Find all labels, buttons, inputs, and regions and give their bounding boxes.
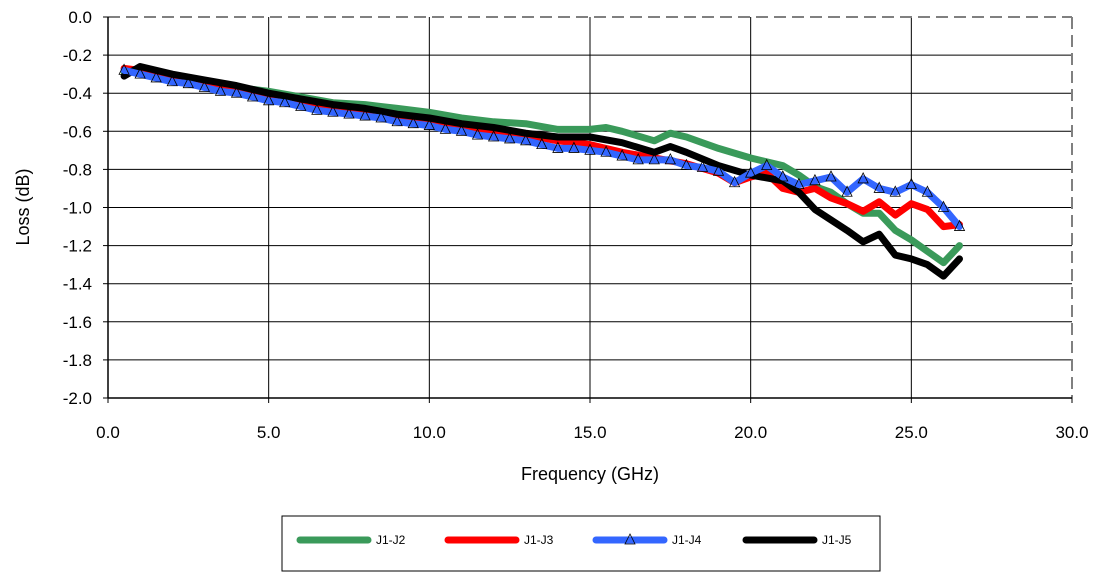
data-point-j1-j4 — [263, 93, 275, 106]
data-point-j1-j4 — [391, 114, 403, 127]
data-point-j1-j4 — [841, 185, 853, 197]
data-point-j1-j4 — [632, 152, 644, 165]
data-point-j1-j4 — [536, 137, 548, 150]
legend-label-j1-j4: J1-J4 — [672, 533, 702, 547]
y-tick-label: -1.6 — [63, 313, 92, 332]
x-axis-label: Frequency (GHz) — [521, 464, 659, 484]
data-point-j1-j4 — [487, 130, 500, 142]
y-axis-label: Loss (dB) — [13, 168, 33, 245]
y-tick-label: -0.6 — [63, 122, 92, 141]
data-point-j1-j4 — [375, 111, 387, 123]
plot-border — [103, 16, 1073, 403]
series-layer — [118, 63, 966, 280]
y-tick-label: -1.2 — [63, 237, 92, 256]
data-point-j1-j4 — [295, 99, 307, 111]
data-point-j1-j4 — [728, 175, 741, 188]
x-tick-label: 30.0 — [1055, 423, 1088, 442]
data-point-j1-j4 — [648, 152, 660, 165]
y-tick-label: 0.0 — [68, 8, 92, 27]
data-point-j1-j4 — [921, 185, 934, 197]
data-point-j1-j4 — [937, 200, 950, 212]
legend-label-j1-j2: J1-J2 — [376, 533, 406, 547]
legend-label-j1-j5: J1-J5 — [822, 533, 852, 547]
y-tick-label: -0.8 — [63, 160, 92, 179]
data-point-j1-j4 — [311, 103, 323, 115]
data-point-j1-j4 — [600, 145, 612, 157]
data-point-j1-j4 — [809, 173, 821, 186]
data-point-j1-j4 — [246, 90, 259, 102]
y-tick-label: -2.0 — [63, 389, 92, 408]
data-point-j1-j4 — [520, 133, 532, 146]
legend-label-j1-j3: J1-J3 — [524, 533, 554, 547]
x-tick-label: 25.0 — [895, 423, 928, 442]
data-point-j1-j4 — [439, 122, 452, 134]
data-point-j1-j4 — [793, 177, 805, 190]
x-tick-label: 10.0 — [413, 423, 446, 442]
x-tick-label: 5.0 — [257, 423, 281, 442]
data-point-j1-j4 — [568, 141, 580, 153]
data-point-j1-j4 — [857, 172, 869, 184]
data-point-j1-j4 — [825, 170, 837, 182]
data-point-j1-j4 — [166, 74, 178, 87]
data-point-j1-j4 — [471, 128, 484, 140]
data-point-j1-j4 — [182, 76, 194, 89]
x-tick-label: 15.0 — [573, 423, 606, 442]
x-tick-label: 20.0 — [734, 423, 767, 442]
data-point-j1-j4 — [327, 105, 339, 117]
data-point-j1-j4 — [616, 149, 628, 161]
series-line-j1-j5 — [120, 63, 963, 280]
y-tick-label: -1.0 — [63, 199, 92, 218]
data-point-j1-j4 — [198, 80, 211, 92]
x-tick-labels: 0.0 5.0 10.0 15.0 20.0 25.0 30.0 — [96, 423, 1088, 442]
series-line-j1-j4 — [120, 66, 963, 231]
data-point-j1-j4 — [905, 177, 917, 190]
y-tick-labels: 0.0 -0.2 -0.4 -0.6 -0.8 -1.0 -1.2 -1.4 -1.6 -1.8 -… — [63, 8, 92, 408]
x-tick-label: 0.0 — [96, 423, 120, 442]
data-point-j1-j4 — [407, 116, 419, 129]
data-point-j1-j4 — [343, 107, 355, 119]
data-point-j1-j4 — [745, 166, 757, 178]
y-tick-label: -1.8 — [63, 351, 92, 370]
data-point-j1-j4 — [777, 170, 789, 182]
data-point-j1-j4 — [552, 141, 564, 153]
data-point-j1-j4 — [584, 143, 596, 155]
data-point-j1-j4 — [134, 67, 146, 79]
data-point-j1-j4 — [664, 152, 676, 165]
y-tick-label: -1.4 — [63, 275, 92, 294]
data-point-j1-j4 — [150, 71, 162, 83]
data-point-j1-j4 — [953, 219, 966, 231]
data-point-j1-j4 — [423, 118, 435, 130]
data-point-j1-j4 — [214, 84, 227, 96]
data-point-j1-j4 — [761, 158, 773, 170]
data-point-j1-j4 — [696, 160, 709, 172]
y-tick-label: -0.2 — [63, 46, 92, 65]
legend: J1-J2 J1-J3 J1-J4 J1-J5 — [281, 515, 881, 572]
data-point-j1-j4 — [455, 124, 468, 136]
data-point-j1-j4 — [680, 158, 693, 170]
legend-marker-j1-j4 — [624, 533, 636, 545]
data-point-j1-j4 — [359, 109, 371, 121]
y-tick-label: -0.4 — [63, 84, 92, 103]
data-point-j1-j4 — [118, 63, 130, 75]
data-point-j1-j4 — [712, 164, 725, 176]
data-point-j1-j4 — [504, 132, 516, 144]
data-point-j1-j4 — [230, 86, 243, 98]
data-point-j1-j4 — [279, 95, 291, 108]
data-point-j1-j4 — [889, 185, 901, 197]
data-point-j1-j4 — [873, 181, 885, 193]
